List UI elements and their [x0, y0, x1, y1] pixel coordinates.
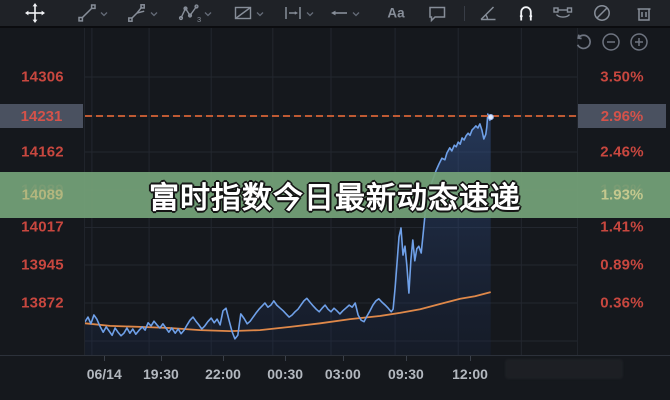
- time-axis-label: 06/14: [86, 366, 122, 382]
- percent-axis-label: 0.36%: [600, 294, 644, 312]
- price-axis-label-dimmed: 14089: [21, 186, 64, 204]
- time-axis-label: 03:00: [324, 366, 361, 382]
- current-change-label: 2.96%: [578, 104, 666, 128]
- chart-controls: [572, 31, 650, 58]
- price-axis-label: 14017: [21, 218, 64, 236]
- zoom-out-icon[interactable]: [600, 31, 622, 58]
- chevron-down-icon[interactable]: [352, 4, 360, 22]
- price-axis-label: 14162: [21, 143, 64, 161]
- time-axis-tick: [342, 356, 344, 361]
- time-axis-label: 12:00: [452, 366, 488, 382]
- price-axis-label: 13872: [21, 294, 64, 312]
- text-tool-label: Aa: [387, 6, 405, 21]
- pan-icon[interactable]: [24, 2, 46, 24]
- time-axis-line: [0, 355, 670, 356]
- chevron-down-icon[interactable]: [150, 4, 158, 22]
- percent-axis-label-dimmed: 1.93%: [600, 186, 644, 204]
- time-axis-tick: [223, 356, 225, 361]
- arrow-left-icon[interactable]: [328, 2, 350, 24]
- comment-icon[interactable]: [426, 2, 448, 24]
- rectangle-pattern-icon[interactable]: [232, 2, 254, 24]
- time-axis-tick: [405, 356, 407, 361]
- magnet-icon[interactable]: [515, 2, 537, 24]
- toolbar-separator: [464, 5, 465, 21]
- pitchfork-icon[interactable]: [126, 2, 148, 24]
- chart-plot-area[interactable]: [85, 28, 578, 355]
- current-price-label: 14231: [0, 104, 83, 128]
- projection-icon[interactable]: [282, 2, 304, 24]
- hide-drawings-icon[interactable]: [591, 2, 613, 24]
- drawing-toolbar: 3: [0, 0, 670, 28]
- price-axis-label: 14306: [21, 68, 64, 86]
- percent-axis-label: 0.89%: [600, 256, 644, 274]
- watermark: [505, 359, 623, 379]
- time-axis-label: 22:00: [205, 366, 241, 382]
- percent-axis-label: 2.46%: [600, 143, 644, 161]
- percent-axis-label: 3.50%: [600, 68, 644, 86]
- zoom-in-icon[interactable]: [628, 31, 650, 58]
- time-axis-tick: [160, 356, 162, 361]
- delete-drawings-icon[interactable]: [633, 2, 655, 24]
- time-axis-label: 19:30: [143, 366, 179, 382]
- time-axis-tick: [104, 356, 106, 361]
- chevron-down-icon[interactable]: [100, 4, 108, 22]
- measure-angle-icon[interactable]: [477, 2, 499, 24]
- undo-icon[interactable]: [572, 31, 594, 58]
- price-axis-label: 13945: [21, 256, 64, 274]
- chevron-down-icon[interactable]: [306, 4, 314, 22]
- text-tool-icon[interactable]: Aa: [384, 2, 408, 24]
- time-axis-tick: [285, 356, 287, 361]
- percent-axis-label: 1.41%: [600, 218, 644, 236]
- time-axis-tick: [470, 356, 472, 361]
- headline-title: 富时指数今日最新动态速递: [149, 182, 521, 215]
- svg-text:3: 3: [197, 15, 201, 24]
- chevron-down-icon[interactable]: [256, 4, 264, 22]
- time-axis-label: 09:30: [388, 366, 424, 382]
- trend-line-icon[interactable]: [76, 2, 98, 24]
- xabcd-pattern-icon[interactable]: 3: [178, 2, 202, 24]
- headline-banner: 富时指数今日最新动态速递 14089 1.93%: [0, 172, 670, 218]
- time-axis-label: 00:30: [267, 366, 304, 382]
- chevron-down-icon[interactable]: [204, 4, 212, 22]
- drawing-sync-icon[interactable]: [551, 2, 575, 24]
